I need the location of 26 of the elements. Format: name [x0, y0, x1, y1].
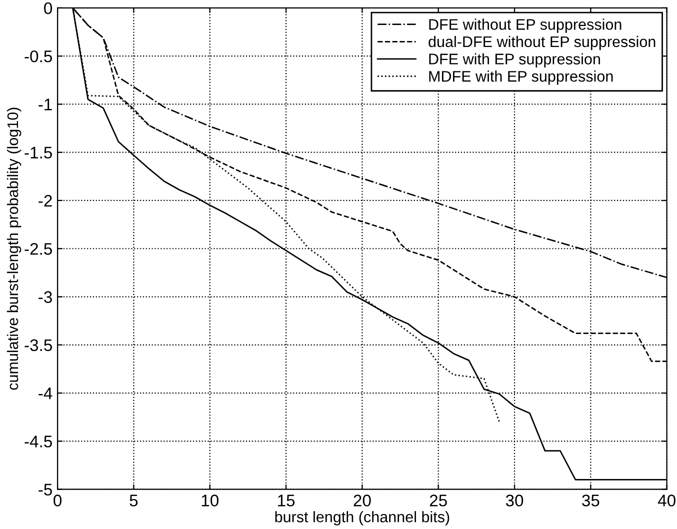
y-tick-label: -2.5 — [24, 243, 52, 255]
legend-label: MDFE with EP suppression — [429, 70, 613, 85]
legend-label: DFE with EP suppression — [429, 53, 600, 68]
x-tick-label: 15 — [278, 494, 295, 506]
y-tick-label: -2 — [38, 194, 52, 207]
x-tick-label: 35 — [582, 494, 600, 506]
legend-label: dual-DFE without EP suppression — [428, 36, 656, 50]
y-tick-label: -0.5 — [24, 50, 52, 62]
y-tick-label: -1.5 — [24, 146, 52, 159]
x-tick-label: 30 — [506, 494, 524, 506]
x-tick-label: 0 — [54, 494, 62, 506]
x-tick-label: 20 — [354, 494, 371, 506]
legend-label: DFE without EP suppression — [429, 18, 622, 33]
y-axis-title: cumulative burst-length probability (log10) — [6, 108, 22, 390]
x-axis-title: burst length (channel bits) — [275, 511, 450, 526]
y-tick-label: -3 — [38, 291, 52, 303]
y-tick-label: -5 — [38, 484, 52, 496]
x-tick-label: 40 — [658, 494, 676, 506]
x-tick-label: 10 — [202, 494, 218, 506]
y-tick-label: -1 — [38, 98, 52, 110]
y-tick-label: -4.5 — [24, 436, 52, 448]
y-tick-label: 0 — [44, 2, 52, 14]
x-tick-label: 5 — [130, 494, 138, 506]
y-tick-label: -4 — [38, 388, 52, 400]
y-tick-label: -3.5 — [24, 339, 52, 352]
x-tick-label: 25 — [430, 494, 447, 506]
